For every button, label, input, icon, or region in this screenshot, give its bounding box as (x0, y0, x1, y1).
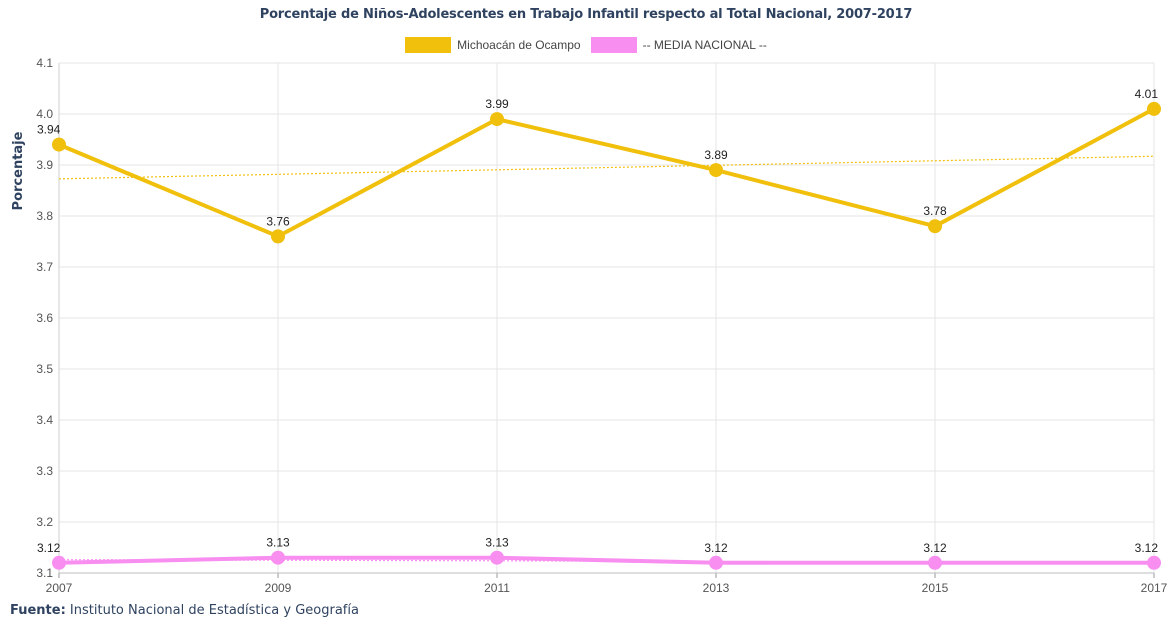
data-point-michoacan (271, 229, 285, 244)
data-point-michoacan (709, 163, 723, 178)
y-tick-label: 3.3 (36, 464, 53, 478)
x-tick-label: 2015 (922, 581, 949, 595)
data-point-media-nacional (490, 550, 504, 565)
data-point-michoacan (52, 137, 66, 152)
y-tick-label: 3.4 (36, 413, 53, 427)
data-point-media-nacional (52, 555, 66, 570)
data-label-michoacan: 3.99 (485, 97, 509, 111)
x-tick-label: 2009 (265, 581, 292, 595)
data-label-michoacan: 3.78 (923, 204, 947, 218)
data-point-media-nacional (709, 555, 723, 570)
data-point-michoacan (490, 112, 504, 127)
y-tick-label: 3.9 (36, 158, 53, 172)
data-point-michoacan (1147, 101, 1161, 116)
legend-item-michoacan[interactable]: Michoacán de Ocampo (405, 37, 581, 53)
trendline-michoacan (58, 155, 1155, 180)
source-text: Instituto Nacional de Estadística y Geog… (65, 603, 359, 618)
x-tick-label: 2011 (484, 581, 510, 595)
x-tick-label: 2007 (46, 581, 73, 595)
legend-swatch-media-nacional (590, 37, 637, 53)
chart-title: Porcentaje de Niños-Adolescentes en Trab… (259, 7, 913, 22)
data-label-michoacan: 3.94 (37, 123, 61, 137)
data-label-michoacan: 3.89 (704, 148, 728, 162)
y-axis-title: Porcentaje (11, 131, 26, 210)
legend-item-media-nacional[interactable]: -- MEDIA NACIONAL -- (590, 37, 767, 53)
legend-label-media-nacional: -- MEDIA NACIONAL -- (642, 38, 767, 52)
source-footer: Fuente: Instituto Nacional de Estadístic… (10, 603, 359, 618)
legend-swatch-michoacan (405, 37, 452, 53)
y-tick-label: 3.5 (36, 362, 53, 376)
y-tick-label: 3.8 (36, 209, 53, 223)
y-tick-label: 4.0 (36, 107, 53, 121)
data-label-media-nacional: 3.12 (37, 541, 61, 555)
data-label-media-nacional: 3.13 (485, 536, 509, 550)
data-label-michoacan: 4.01 (1135, 87, 1159, 101)
data-point-media-nacional (1147, 555, 1161, 570)
data-point-media-nacional (271, 550, 285, 565)
data-label-media-nacional: 3.12 (1135, 541, 1159, 555)
data-label-michoacan: 3.76 (266, 214, 290, 228)
legend-label-michoacan: Michoacán de Ocampo (457, 38, 581, 52)
data-point-michoacan (928, 219, 942, 234)
y-tick-label: 3.2 (36, 515, 53, 529)
y-tick-label: 3.1 (36, 566, 53, 580)
y-tick-label: 4.1 (36, 56, 53, 70)
x-tick-label: 2013 (703, 581, 730, 595)
series-line-michoacan (57, 106, 1156, 239)
data-label-media-nacional: 3.12 (923, 541, 947, 555)
x-tick-label: 2017 (1141, 581, 1168, 595)
data-point-media-nacional (928, 555, 942, 570)
data-label-media-nacional: 3.12 (704, 541, 728, 555)
source-label: Fuente: (10, 603, 66, 618)
data-label-media-nacional: 3.13 (266, 536, 290, 550)
y-tick-label: 3.7 (36, 260, 53, 274)
series-line-media-nacional (57, 555, 1156, 565)
y-tick-label: 3.6 (36, 311, 53, 325)
line-chart-plot: 3.1 3.2 3.3 3.4 3.5 3.6 3.7 3.8 3.9 4.0 4.1 2007 200… (11, 56, 1168, 595)
legend: Michoacán de Ocampo -- MEDIA NACIONAL -- (0, 37, 1172, 53)
